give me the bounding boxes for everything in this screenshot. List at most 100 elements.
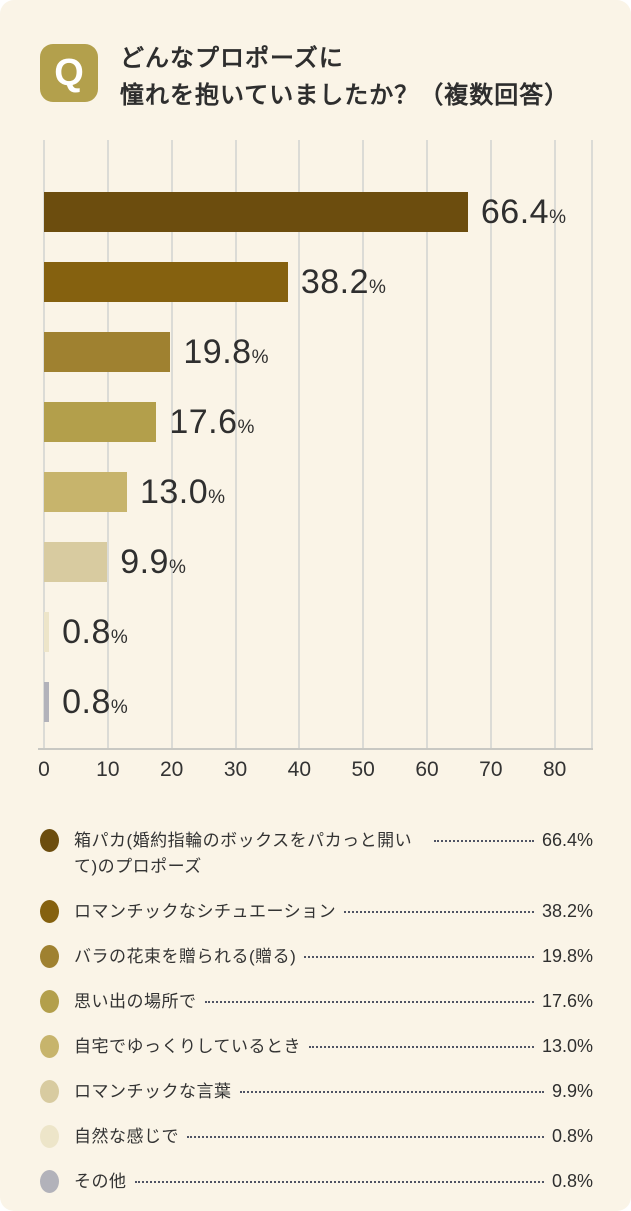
question-title: どんなプロポーズに 憧れを抱いていましたか？（複数回答）	[120, 40, 569, 114]
legend-label: 自宅でゆっくりしているとき	[74, 1037, 301, 1056]
legend-dotted-leader	[309, 1046, 534, 1048]
plot-area: 66.4% 38.2% 19.8% 17.6% 13.0% 9.9% 0.8% 0.8%	[38, 140, 593, 750]
x-tick-label: 30	[223, 758, 248, 781]
bar-value-label: 0.8%	[62, 612, 129, 651]
legend-item: 思い出の場所で 17.6%	[40, 989, 593, 1015]
bar-value-label: 0.8%	[62, 682, 129, 721]
legend-dotted-leader	[187, 1136, 544, 1138]
bar-chart: 66.4% 38.2% 19.8% 17.6% 13.0% 9.9% 0.8% 0.8% 0 1…	[38, 140, 593, 788]
legend-dotted-leader	[434, 840, 534, 842]
percent-sign: %	[251, 346, 269, 368]
x-axis-line	[38, 748, 593, 750]
legend-dotted-leader	[204, 1001, 534, 1003]
percent-sign: %	[208, 486, 226, 508]
percent-sign: %	[369, 276, 387, 298]
bar	[44, 262, 288, 302]
legend-value: 17.6%	[541, 991, 593, 1011]
legend-value: 19.8%	[541, 946, 593, 966]
legend-item: 箱パカ(婚約指輪のボックスをパカっと開いて)のプロポーズ 66.4%	[40, 828, 593, 880]
legend-color-dot	[40, 990, 59, 1013]
legend-label: その他	[74, 1172, 127, 1191]
bar-row: 17.6%	[38, 387, 593, 457]
x-tick-label: 40	[287, 758, 312, 781]
bar-value-label: 17.6%	[169, 402, 255, 441]
bar-rows: 66.4% 38.2% 19.8% 17.6% 13.0% 9.9% 0.8% 0.8%	[38, 140, 593, 748]
chart-legend: 箱パカ(婚約指輪のボックスをパカっと開いて)のプロポーズ 66.4% ロマンチックな…	[40, 828, 593, 1195]
gridline	[43, 140, 45, 748]
percent-sign: %	[549, 206, 567, 228]
question-icon: Q	[40, 44, 98, 102]
bar	[44, 192, 468, 232]
bar-row: 66.4%	[38, 177, 593, 247]
legend-dotted-leader	[344, 911, 534, 913]
legend-label: ロマンチックなシチュエーション	[74, 902, 337, 921]
bar-value-label: 13.0%	[139, 472, 226, 511]
gridline-right-edge	[591, 140, 593, 748]
legend-label: ロマンチックな言葉	[74, 1082, 232, 1101]
legend-item: その他 0.8%	[40, 1169, 593, 1195]
gridline	[234, 140, 237, 748]
legend-label: バラの花束を贈られる(贈る)	[74, 947, 297, 966]
question-header: Q どんなプロポーズに 憧れを抱いていましたか？（複数回答）	[0, 0, 631, 114]
x-tick-label: 80	[543, 758, 567, 781]
gridline	[298, 140, 301, 748]
bar-value-label: 66.4%	[480, 192, 567, 231]
legend-color-dot	[40, 945, 59, 968]
bar	[44, 542, 108, 582]
gridline	[489, 140, 492, 748]
bar-value-label: 9.9%	[120, 542, 187, 581]
legend-label: 思い出の場所で	[74, 992, 197, 1011]
percent-sign: %	[110, 696, 129, 718]
x-tick-label: 60	[415, 758, 439, 781]
bar-row: 13.0%	[38, 457, 593, 527]
bar	[44, 402, 157, 442]
gridline	[553, 140, 556, 748]
legend-item: バラの花束を贈られる(贈る) 19.8%	[40, 944, 593, 970]
legend-dotted-leader	[239, 1091, 544, 1093]
question-title-line1: どんなプロポーズに	[120, 45, 344, 72]
x-tick-label: 10	[96, 758, 120, 781]
gridline	[106, 140, 109, 748]
legend-value: 9.9%	[551, 1081, 593, 1101]
gridline	[426, 140, 429, 748]
legend-label: 箱パカ(婚約指輪のボックスをパカっと開いて)のプロポーズ	[74, 831, 413, 876]
legend-value: 66.4%	[541, 830, 593, 850]
x-axis-ticks: 0 10 20 30 40 50 60 70 80	[38, 748, 593, 788]
legend-color-dot	[40, 829, 59, 852]
legend-item: 自宅でゆっくりしているとき 13.0%	[40, 1034, 593, 1060]
legend-color-dot	[40, 1080, 59, 1103]
bar-row: 0.8%	[38, 597, 593, 667]
percent-sign: %	[237, 416, 255, 438]
bar-row: 9.9%	[38, 527, 593, 597]
legend-value: 0.8%	[551, 1171, 593, 1191]
gridline	[170, 140, 173, 748]
bar-value-label: 38.2%	[300, 262, 387, 301]
legend-item: 自然な感じで 0.8%	[40, 1124, 593, 1150]
legend-value: 38.2%	[541, 901, 593, 921]
x-tick-label: 20	[159, 758, 184, 781]
bar-value-label: 19.8%	[183, 332, 269, 371]
legend-color-dot	[40, 900, 59, 923]
x-tick-label: 70	[479, 758, 503, 781]
legend-dotted-leader	[304, 956, 534, 958]
percent-sign: %	[168, 556, 187, 578]
legend-item: ロマンチックなシチュエーション 38.2%	[40, 899, 593, 925]
bar	[44, 472, 127, 512]
bar-row: 38.2%	[38, 247, 593, 317]
legend-value: 0.8%	[551, 1126, 593, 1146]
bar-row: 0.8%	[38, 667, 593, 737]
legend-dotted-leader	[134, 1181, 544, 1183]
legend-color-dot	[40, 1125, 59, 1148]
bar	[44, 612, 50, 652]
legend-value: 13.0%	[541, 1036, 593, 1056]
bar-row: 19.8%	[38, 317, 593, 387]
x-tick-label: 50	[351, 758, 375, 781]
percent-sign: %	[110, 626, 129, 648]
legend-item: ロマンチックな言葉 9.9%	[40, 1079, 593, 1105]
x-tick-label: 0	[38, 758, 50, 781]
question-title-line2: 憧れを抱いていましたか？（複数回答）	[120, 82, 570, 109]
legend-label: 自然な感じで	[74, 1127, 179, 1146]
bar	[44, 332, 171, 372]
legend-color-dot	[40, 1035, 59, 1058]
